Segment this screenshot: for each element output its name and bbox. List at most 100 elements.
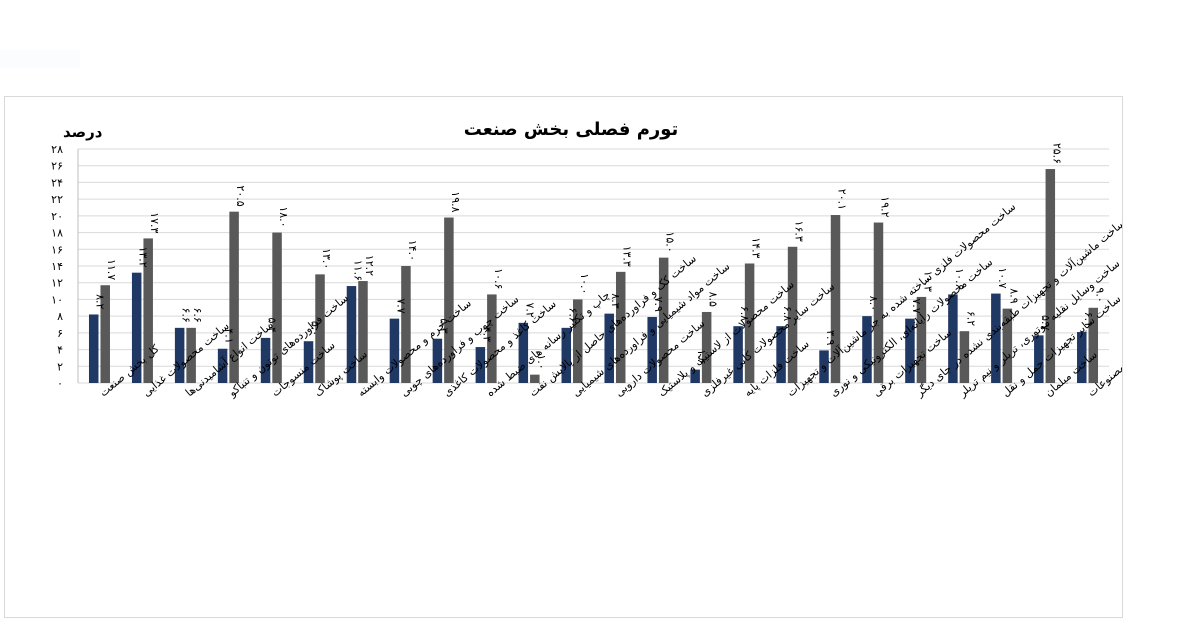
value-label: ۱۲.۲ <box>363 255 376 276</box>
bar-series1 <box>131 272 142 383</box>
value-label: ۱۵.۰ <box>664 231 677 252</box>
value-label: ۵.۳ <box>437 318 450 333</box>
bar-series2 <box>744 263 755 383</box>
value-label: ۹.۰ <box>1093 287 1106 302</box>
y-tick-label: ۱۰ <box>51 293 63 306</box>
value-label: ۱۷.۳ <box>148 212 161 233</box>
bar-series2 <box>873 222 884 383</box>
bar-series1 <box>991 293 1001 383</box>
y-tick-label: ۲ <box>57 360 63 373</box>
bar-series2 <box>830 215 841 383</box>
value-label: ۱۴.۳ <box>750 237 763 258</box>
value-label: ۵.۰ <box>309 321 322 336</box>
y-tick-label: ۲۰ <box>51 210 63 223</box>
y-tick-label: ۱۶ <box>51 243 63 256</box>
bar-series1 <box>647 316 657 383</box>
y-tick-label: ۰ <box>57 377 63 390</box>
value-label: ۶.۶ <box>566 308 579 323</box>
bar-series2 <box>959 331 970 383</box>
bar-series1 <box>346 286 357 383</box>
bar-series1 <box>1077 332 1087 383</box>
y-tick-label: ۲۶ <box>51 160 63 173</box>
value-label: ۱۴.۰ <box>406 240 419 261</box>
value-label: ۱۱.۶ <box>351 260 364 281</box>
bar-series1 <box>733 326 743 383</box>
bar-series2 <box>1002 308 1013 383</box>
bar-series2 <box>487 294 497 383</box>
value-label: ۷.۲ <box>523 303 536 318</box>
y-axis-label: درصد <box>63 123 103 141</box>
bar-series1 <box>432 338 443 383</box>
value-label: ۱۰.۳ <box>921 271 934 292</box>
y-tick-label: ۱۴ <box>51 260 63 273</box>
value-label: ۱۸.۰ <box>277 206 290 227</box>
value-label: ۱۰.۶ <box>492 268 505 289</box>
background-smudge <box>0 50 80 68</box>
bar-series1 <box>389 318 400 383</box>
bar-series1 <box>561 327 572 383</box>
chart-frame: تورم فصلی بخش صنعت درصد ۰ ۲ ۴ ۶ ۸ ۱۰ ۱۲ ۱۴ ۱۶ ۱۸ ۲… <box>4 96 1123 618</box>
value-label: ۸.۳ <box>609 293 622 308</box>
bar-series1 <box>604 313 614 383</box>
value-label: ۵.۷ <box>1039 315 1052 330</box>
bar-series1 <box>948 294 958 383</box>
bar-series2 <box>916 296 927 383</box>
bar-series2 <box>530 374 540 383</box>
bar-series2 <box>358 281 368 383</box>
value-label: ۱۰.۶ <box>953 268 966 289</box>
y-tick-label: ۲۸ <box>51 143 63 156</box>
value-label: ۴.۳ <box>480 327 493 342</box>
value-label: ۶.۲ <box>964 311 977 326</box>
bar-series1 <box>862 316 872 383</box>
value-label: ۷.۷ <box>394 298 407 313</box>
value-label: ۶.۱ <box>1082 312 1095 327</box>
value-label: ۱۳.۰ <box>320 248 333 269</box>
value-label: ۷.۹ <box>652 297 665 312</box>
bar-series2 <box>615 271 626 383</box>
bar-series1 <box>819 350 829 383</box>
bar-series1 <box>88 314 99 383</box>
bar-series1 <box>475 347 486 383</box>
value-label: ۲۰.۱ <box>836 189 849 210</box>
bar-series2 <box>143 238 153 383</box>
bar-series2 <box>229 211 239 383</box>
bar-series2 <box>1088 307 1099 383</box>
value-label: ۸.۹ <box>1007 288 1020 303</box>
value-label: ۱۳.۲ <box>137 246 150 267</box>
bar-series2 <box>315 274 325 383</box>
bar-series1 <box>174 327 185 383</box>
bar-series2 <box>701 311 712 383</box>
value-label: ۲۰.۵ <box>234 185 247 206</box>
value-label: ۲۵.۶ <box>1050 143 1063 164</box>
value-label: ۱۹.۸ <box>449 191 462 212</box>
bar-series2 <box>1045 169 1056 383</box>
bar-series1 <box>776 326 786 383</box>
bars <box>88 169 1099 383</box>
value-label: ۱۶.۳ <box>793 221 806 242</box>
y-tick-label: ۴ <box>57 344 63 357</box>
value-label: ۸.۰ <box>867 296 880 311</box>
value-label: ۱۳.۳ <box>621 246 634 267</box>
value-label: ۸.۲ <box>94 294 107 309</box>
value-label: ۸.۵ <box>707 292 720 307</box>
bar-series2 <box>272 232 282 383</box>
value-label: ۴.۱ <box>223 328 236 343</box>
bar-series2 <box>186 327 196 383</box>
value-label: ۱۰.۷ <box>996 267 1009 288</box>
y-tick-label: ۶ <box>57 327 63 340</box>
bar-series2 <box>787 246 798 383</box>
bar-series1 <box>1034 335 1044 383</box>
value-label: ۷.۷ <box>910 298 923 313</box>
y-tick-label: ۱۲ <box>51 277 63 290</box>
value-labels: ۸.۲۱۱.۷۱۳.۲۱۷.۳۶.۶۶.۶۴.۱۲۰.۵۵.۴۱۸.۰۵.۰۱۳… <box>94 143 1107 370</box>
value-label: ۱.۶ <box>695 349 708 364</box>
grid-lines <box>77 148 1109 384</box>
chart-title: تورم فصلی بخش صنعت <box>464 119 679 140</box>
y-tick-label: ۲۴ <box>51 176 63 189</box>
value-label: ۶.۶ <box>191 308 204 323</box>
bar-series1 <box>217 348 228 383</box>
value-label: ۱۰.۰ <box>578 273 591 294</box>
bar-series1 <box>260 337 271 383</box>
bar-series2 <box>573 299 583 383</box>
